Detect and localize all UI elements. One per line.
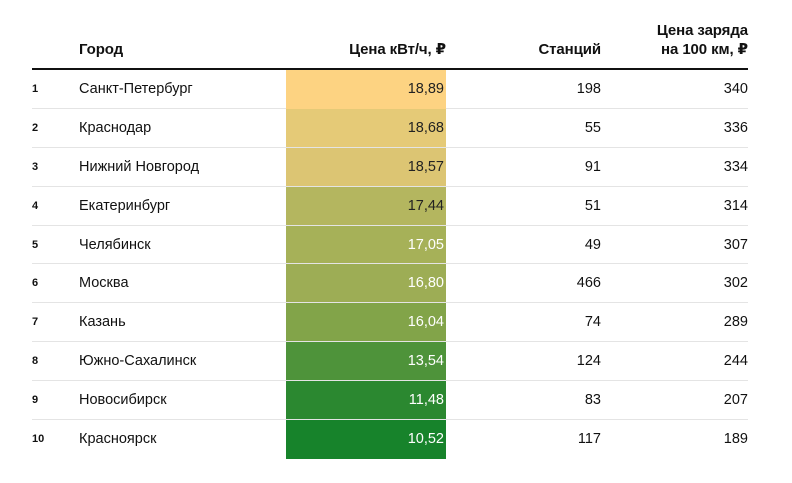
table-row: 9 Новосибирск 11,48 83 207 [32, 381, 748, 421]
header-city: Город [79, 41, 124, 58]
charge-cell: 289 [723, 314, 748, 331]
stations-cell: 124 [576, 353, 601, 370]
stations-cell: 91 [584, 158, 601, 175]
price-cell: 10,52 [286, 420, 446, 459]
price-cell: 16,80 [286, 264, 446, 303]
rank-cell: 7 [32, 316, 39, 329]
stations-cell: 49 [584, 236, 601, 253]
rank-cell: 8 [32, 355, 39, 368]
rank-cell: 5 [32, 238, 39, 251]
price-cell: 18,89 [286, 70, 446, 109]
charge-cell: 302 [723, 275, 748, 292]
table-row: 4 Екатеринбург 17,44 51 314 [32, 186, 748, 226]
table-row: 1 Санкт-Петербург 18,89 198 340 [32, 70, 748, 109]
rank-cell: 9 [32, 394, 39, 407]
rank-cell: 10 [32, 433, 45, 446]
city-cell: Санкт-Петербург [79, 80, 193, 97]
rank-cell: 2 [32, 121, 39, 134]
stations-cell: 51 [584, 197, 601, 214]
stations-cell: 55 [584, 119, 601, 136]
charge-cell: 189 [723, 431, 748, 448]
table-header: Город Цена кВт/ч, ₽ Станций Цена заряда … [32, 0, 748, 70]
price-cell: 11,48 [286, 381, 446, 420]
charge-cell: 207 [723, 392, 748, 409]
city-cell: Казань [79, 314, 126, 331]
table-body: 1 Санкт-Петербург 18,89 198 340 2 Краснодар 18,… [32, 70, 748, 459]
price-cell: 16,04 [286, 303, 446, 342]
table-row: 7 Казань 16,04 74 289 [32, 303, 748, 343]
table-row: 6 Москва 16,80 466 302 [32, 264, 748, 304]
city-cell: Красноярск [79, 431, 157, 448]
header-charge-line1: Цена заряда [656, 22, 748, 39]
table-row: 8 Южно-Сахалинск 13,54 124 244 [32, 342, 748, 382]
stations-cell: 117 [577, 431, 601, 448]
charge-cell: 307 [723, 236, 748, 253]
charge-cell: 336 [723, 119, 748, 136]
city-cell: Южно-Сахалинск [79, 353, 197, 370]
price-cell: 18,57 [286, 147, 446, 186]
price-cell: 17,44 [286, 186, 446, 225]
city-cell: Екатеринбург [79, 197, 171, 214]
table-row: 5 Челябинск 17,05 49 307 [32, 225, 748, 265]
rank-cell: 4 [32, 199, 39, 212]
stations-cell: 466 [576, 275, 601, 292]
charge-cell: 334 [723, 158, 748, 175]
rank-cell: 1 [32, 82, 39, 95]
header-stations: Станций [538, 41, 601, 58]
price-cell: 18,68 [286, 108, 446, 147]
table-row: 3 Нижний Новгород 18,57 91 334 [32, 147, 748, 187]
rank-cell: 6 [32, 277, 39, 290]
price-cell: 13,54 [286, 342, 446, 381]
stations-cell: 83 [584, 392, 601, 409]
table-row: 10 Красноярск 10,52 117 189 [32, 420, 748, 459]
header-charge: Цена заряда на 100 км, ₽ [608, 21, 748, 59]
rank-cell: 3 [32, 160, 39, 173]
city-cell: Челябинск [79, 236, 151, 253]
city-cell: Нижний Новгород [79, 158, 200, 175]
price-table: Город Цена кВт/ч, ₽ Станций Цена заряда … [32, 0, 748, 459]
header-price: Цена кВт/ч, ₽ [349, 41, 446, 58]
price-cell: 17,05 [286, 225, 446, 264]
table-row: 2 Краснодар 18,68 55 336 [32, 108, 748, 148]
stations-cell: 198 [576, 80, 601, 97]
city-cell: Москва [79, 275, 129, 292]
charge-cell: 340 [723, 80, 748, 97]
charge-cell: 244 [723, 353, 748, 370]
charge-cell: 314 [723, 197, 748, 214]
header-charge-line2: на 100 км, ₽ [661, 41, 748, 58]
stations-cell: 74 [584, 314, 601, 331]
city-cell: Краснодар [79, 119, 152, 136]
city-cell: Новосибирск [79, 392, 167, 409]
